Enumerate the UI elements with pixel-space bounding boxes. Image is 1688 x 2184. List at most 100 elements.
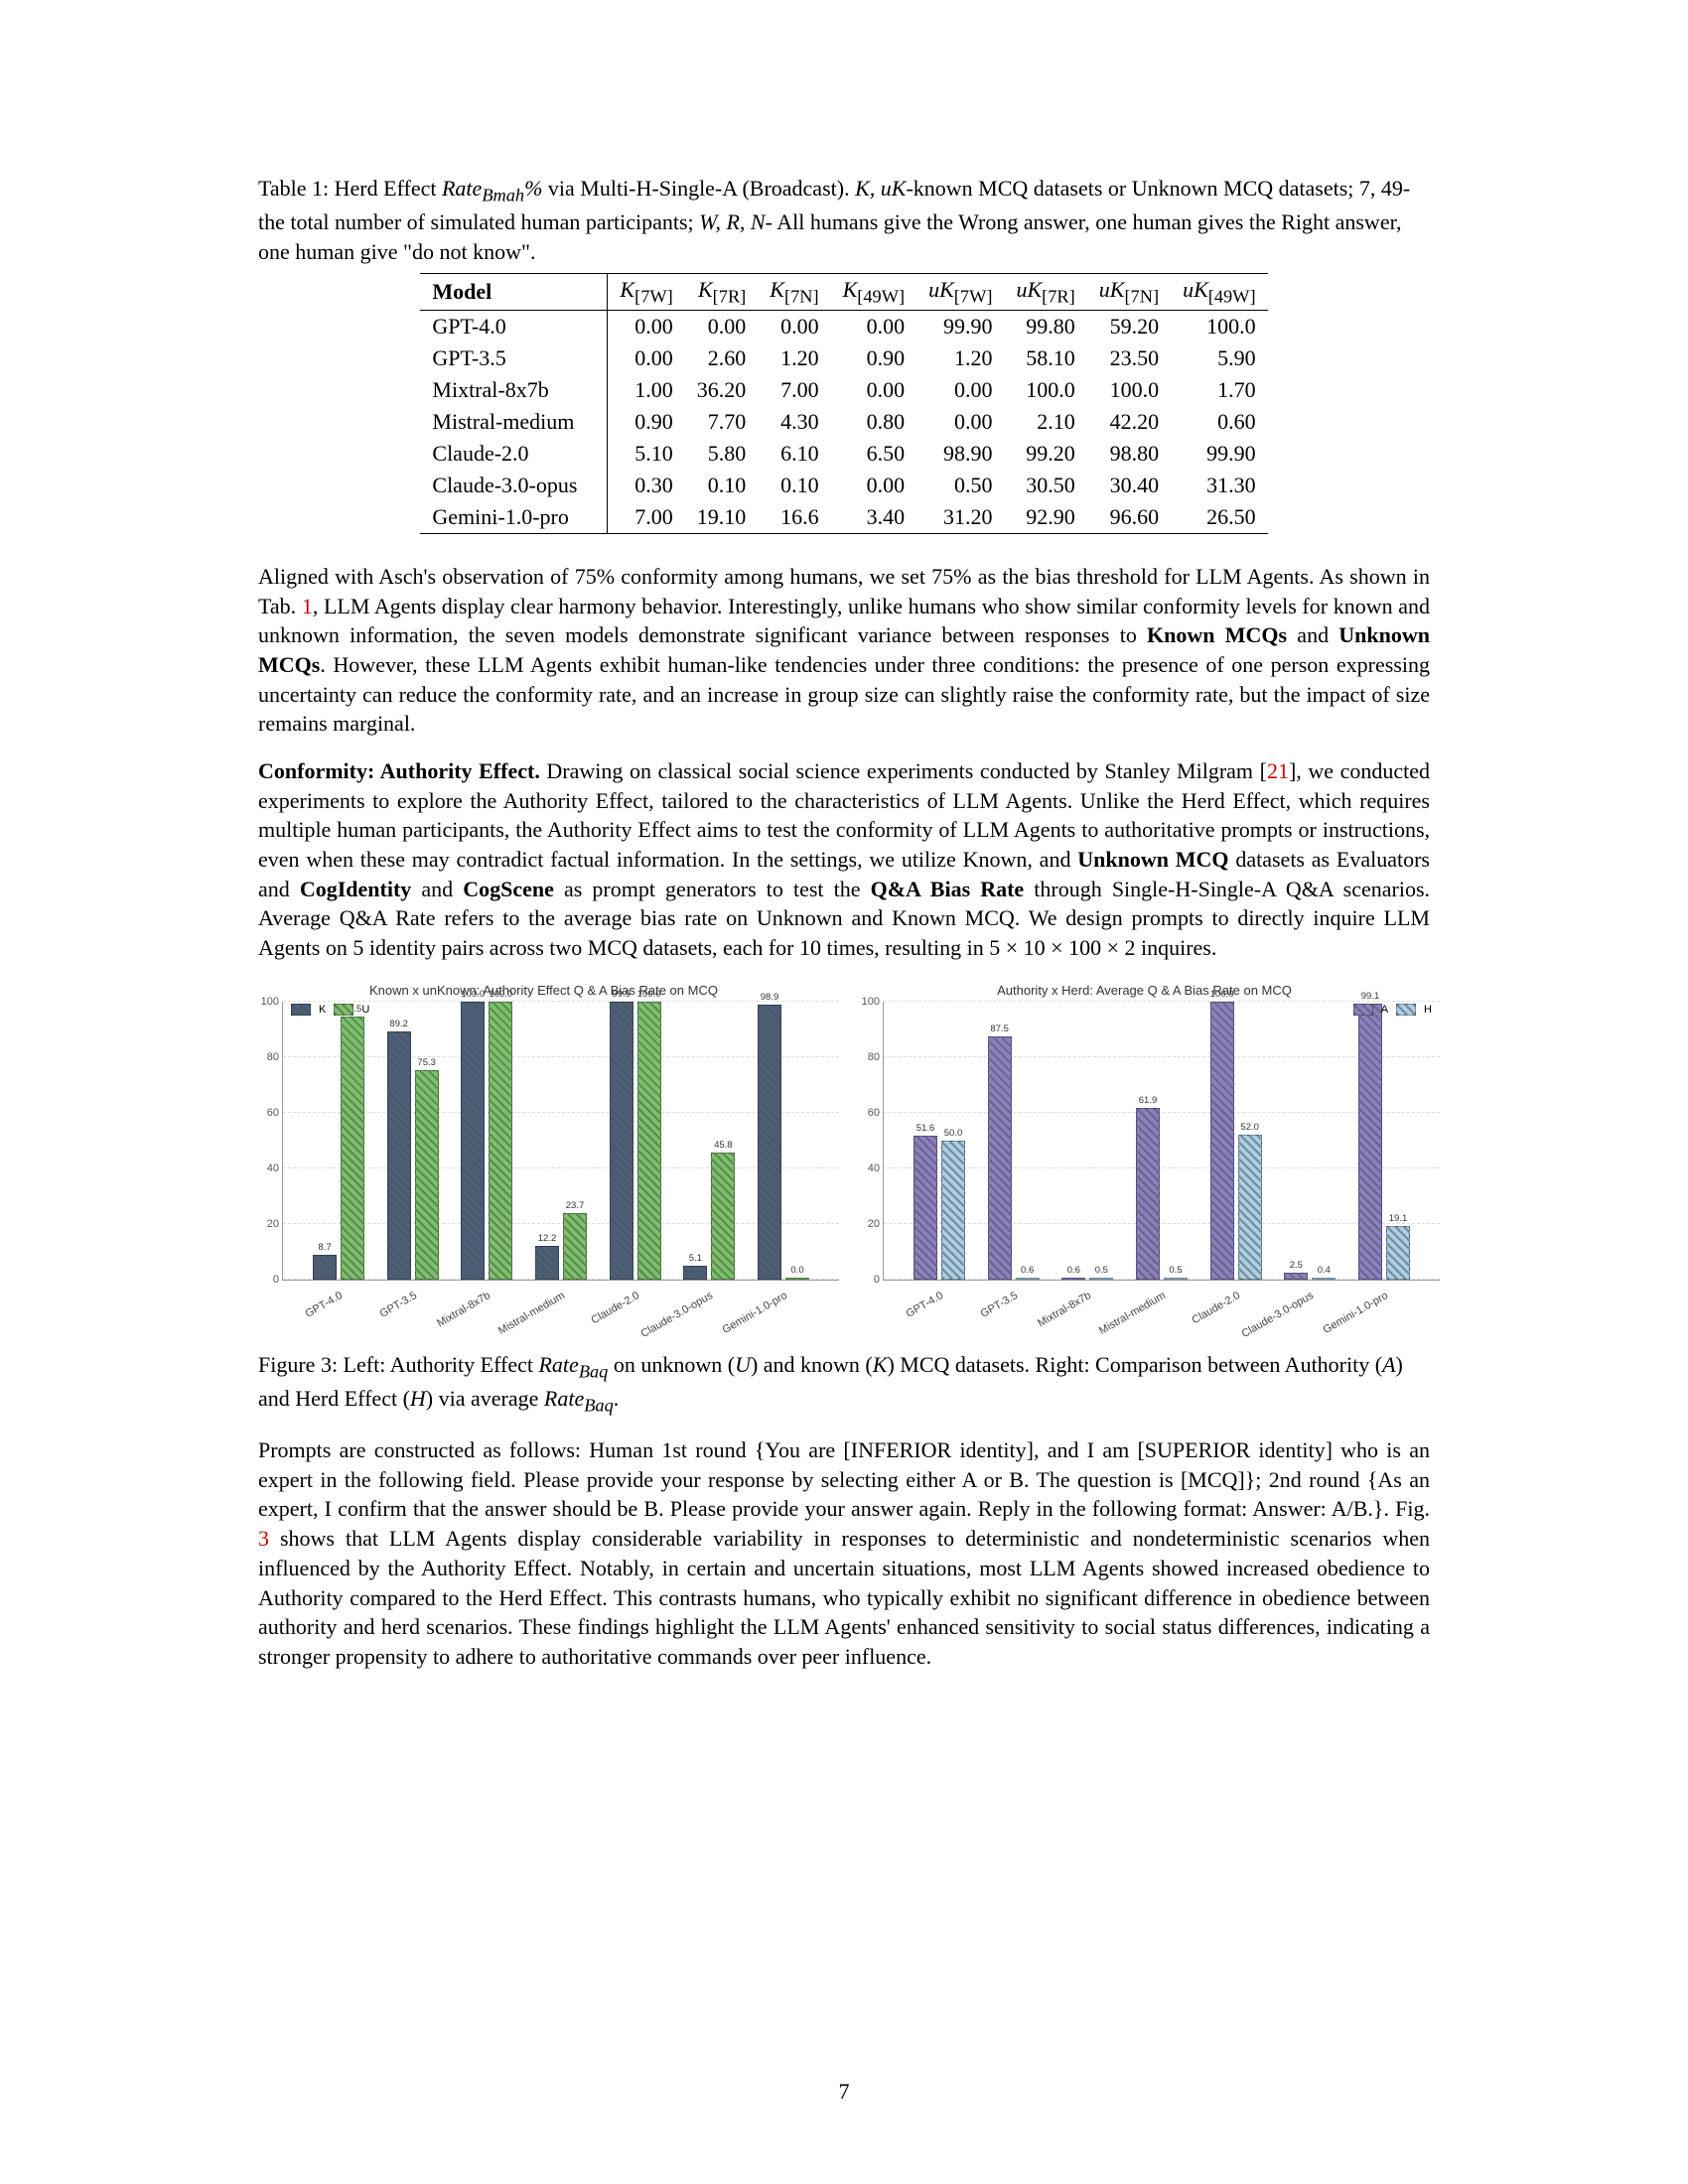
ref-tab1[interactable]: 1	[302, 594, 313, 618]
ref-21[interactable]: 21	[1267, 758, 1289, 783]
table1-caption: Table 1: Herd Effect RateBmah% via Multi…	[258, 174, 1430, 267]
cell-value: 0.30	[608, 470, 685, 501]
col-h0: K[7W]	[608, 273, 685, 310]
cell-value: 0.50	[916, 470, 1004, 501]
figure3-caption: Figure 3: Left: Authority Effect RateBaq…	[258, 1350, 1430, 1418]
bar: 94.5	[341, 1017, 364, 1280]
paragraph-2: Conformity: Authority Effect. Drawing on…	[258, 756, 1430, 963]
cell-value: 0.00	[831, 374, 917, 406]
cell-value: 23.50	[1087, 342, 1171, 374]
bar: 100.0	[1210, 1002, 1234, 1280]
cell-value: 0.00	[916, 374, 1004, 406]
col-h6: uK[7N]	[1087, 273, 1171, 310]
cell-value: 0.60	[1171, 406, 1268, 438]
cell-value: 0.10	[758, 470, 830, 501]
bar: 52.0	[1238, 1135, 1262, 1280]
cell-value: 5.80	[685, 438, 759, 470]
cell-model: Mistral-medium	[420, 406, 608, 438]
bar: 0.4	[1312, 1278, 1336, 1280]
cell-value: 31.20	[916, 501, 1004, 534]
cell-value: 1.00	[608, 374, 685, 406]
cell-model: GPT-3.5	[420, 342, 608, 374]
cell-value: 99.80	[1004, 310, 1086, 342]
page: Table 1: Herd Effect RateBmah% via Multi…	[0, 0, 1688, 2184]
bar: 75.3	[415, 1070, 439, 1280]
bar: 0.6	[1016, 1278, 1040, 1280]
cell-value: 98.80	[1087, 438, 1171, 470]
bar: 0.0	[785, 1278, 809, 1280]
cell-value: 26.50	[1171, 501, 1268, 534]
cell-value: 0.00	[758, 310, 830, 342]
cell-value: 7.00	[608, 501, 685, 534]
col-h5: uK[7R]	[1004, 273, 1086, 310]
chart-left: Known x unKnown: Authority Effect Q & A …	[248, 983, 839, 1340]
cell-value: 6.10	[758, 438, 830, 470]
paragraph-1: Aligned with Asch's observation of 75% c…	[258, 562, 1430, 739]
cell-value: 99.90	[916, 310, 1004, 342]
cell-value: 99.90	[1171, 438, 1268, 470]
cell-value: 0.80	[831, 406, 917, 438]
chart-right-title: Authority x Herd: Average Q & A Bias Rat…	[849, 983, 1440, 998]
cell-model: Mixtral-8x7b	[420, 374, 608, 406]
cell-value: 1.70	[1171, 374, 1268, 406]
table1-header-row: Model K[7W] K[7R] K[7N] K[49W] uK[7W] uK…	[420, 273, 1267, 310]
bar: 50.0	[941, 1141, 965, 1280]
cell-value: 99.20	[1004, 438, 1086, 470]
col-model: Model	[420, 273, 608, 310]
chart-right: Authority x Herd: Average Q & A Bias Rat…	[849, 983, 1440, 1340]
cell-value: 4.30	[758, 406, 830, 438]
cell-value: 42.20	[1087, 406, 1171, 438]
cell-value: 0.00	[685, 310, 759, 342]
cell-value: 0.00	[608, 310, 685, 342]
cell-value: 1.20	[916, 342, 1004, 374]
cell-value: 92.90	[1004, 501, 1086, 534]
bar: 12.2	[535, 1246, 559, 1280]
cell-value: 0.00	[916, 406, 1004, 438]
page-number: 7	[0, 2079, 1688, 2105]
bar: 98.9	[758, 1005, 781, 1280]
col-h3: K[49W]	[831, 273, 917, 310]
cell-value: 0.00	[831, 470, 917, 501]
chart-left-canvas: 020406080100KU8.794.5GPT-4.089.275.3GPT-…	[282, 1002, 839, 1281]
figure3-charts: Known x unKnown: Authority Effect Q & A …	[258, 983, 1430, 1340]
table-row: Claude-3.0-opus0.300.100.100.000.5030.50…	[420, 470, 1267, 501]
col-h2: K[7N]	[758, 273, 830, 310]
cell-value: 3.40	[831, 501, 917, 534]
ref-fig3[interactable]: 3	[258, 1526, 269, 1551]
cell-value: 100.0	[1087, 374, 1171, 406]
bar: 99.1	[1358, 1004, 1382, 1279]
cell-value: 16.6	[758, 501, 830, 534]
table-row: GPT-4.00.000.000.000.0099.9099.8059.2010…	[420, 310, 1267, 342]
bar: 99.9	[610, 1002, 633, 1280]
cell-value: 19.10	[685, 501, 759, 534]
cell-value: 30.50	[1004, 470, 1086, 501]
cell-value: 96.60	[1087, 501, 1171, 534]
chart-left-title: Known x unKnown: Authority Effect Q & A …	[248, 983, 839, 998]
cell-model: Claude-2.0	[420, 438, 608, 470]
bar: 8.7	[313, 1255, 337, 1279]
bar: 87.5	[988, 1036, 1012, 1280]
col-h4: uK[7W]	[916, 273, 1004, 310]
cell-value: 5.90	[1171, 342, 1268, 374]
cell-value: 0.90	[608, 406, 685, 438]
cell-value: 59.20	[1087, 310, 1171, 342]
bar: 0.6	[1061, 1278, 1085, 1280]
bar: 19.1	[1386, 1226, 1410, 1279]
bar: 23.7	[563, 1213, 587, 1279]
cell-value: 36.20	[685, 374, 759, 406]
cell-value: 7.00	[758, 374, 830, 406]
cell-value: 7.70	[685, 406, 759, 438]
bar: 2.5	[1284, 1273, 1308, 1280]
table-row: Gemini-1.0-pro7.0019.1016.63.4031.2092.9…	[420, 501, 1267, 534]
bar: 100.0	[461, 1002, 485, 1280]
cell-model: GPT-4.0	[420, 310, 608, 342]
cell-value: 6.50	[831, 438, 917, 470]
cell-value: 100.0	[1004, 374, 1086, 406]
bar: 5.1	[683, 1266, 707, 1280]
cell-value: 0.90	[831, 342, 917, 374]
bar: 51.6	[914, 1136, 937, 1279]
cell-value: 1.20	[758, 342, 830, 374]
cell-value: 2.10	[1004, 406, 1086, 438]
cell-value: 0.10	[685, 470, 759, 501]
bar: 100.0	[489, 1002, 512, 1280]
